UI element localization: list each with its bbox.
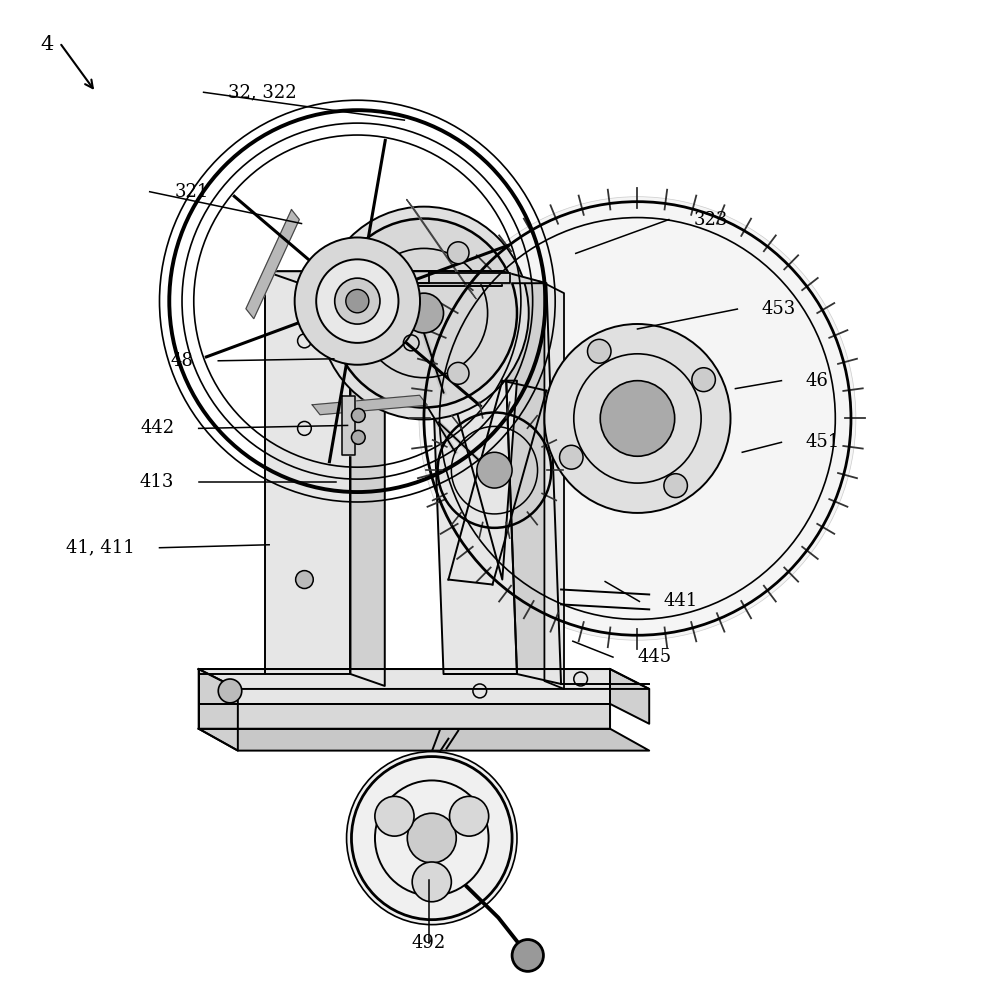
Polygon shape xyxy=(199,669,610,704)
Circle shape xyxy=(295,237,420,365)
Polygon shape xyxy=(312,395,427,415)
Polygon shape xyxy=(351,271,547,283)
Polygon shape xyxy=(246,210,299,319)
Text: 442: 442 xyxy=(140,419,174,437)
Text: 451: 451 xyxy=(806,433,840,451)
Circle shape xyxy=(512,940,544,971)
Polygon shape xyxy=(199,729,649,751)
Text: 441: 441 xyxy=(664,592,698,610)
Circle shape xyxy=(219,679,241,703)
Text: 445: 445 xyxy=(637,648,672,666)
Polygon shape xyxy=(199,669,237,751)
Circle shape xyxy=(600,381,675,456)
Circle shape xyxy=(352,409,365,422)
Circle shape xyxy=(405,293,443,333)
Circle shape xyxy=(375,796,414,836)
Circle shape xyxy=(345,302,366,324)
Circle shape xyxy=(296,571,313,589)
Polygon shape xyxy=(199,704,610,729)
Circle shape xyxy=(477,452,512,488)
Circle shape xyxy=(559,445,583,469)
Text: 46: 46 xyxy=(806,372,828,390)
Polygon shape xyxy=(545,283,564,689)
Polygon shape xyxy=(265,271,351,674)
Circle shape xyxy=(447,362,469,384)
Circle shape xyxy=(545,324,731,513)
Polygon shape xyxy=(351,271,385,686)
Polygon shape xyxy=(265,271,385,283)
Circle shape xyxy=(691,368,715,392)
Circle shape xyxy=(352,430,365,444)
Circle shape xyxy=(335,278,380,324)
Polygon shape xyxy=(199,669,649,689)
Polygon shape xyxy=(448,381,517,580)
Text: 453: 453 xyxy=(761,300,796,318)
Text: 323: 323 xyxy=(693,211,728,229)
Polygon shape xyxy=(407,199,476,299)
Circle shape xyxy=(319,207,529,419)
Text: 4: 4 xyxy=(40,35,53,54)
Circle shape xyxy=(331,219,517,408)
Polygon shape xyxy=(428,273,517,674)
Circle shape xyxy=(346,289,368,313)
Circle shape xyxy=(316,259,399,343)
Polygon shape xyxy=(428,273,510,283)
Text: 321: 321 xyxy=(174,183,209,201)
Polygon shape xyxy=(502,273,561,684)
Circle shape xyxy=(407,813,456,863)
Polygon shape xyxy=(610,669,649,724)
Text: 48: 48 xyxy=(170,352,194,370)
Polygon shape xyxy=(342,396,356,455)
Text: 413: 413 xyxy=(140,473,174,491)
Circle shape xyxy=(447,242,469,264)
Circle shape xyxy=(587,339,611,363)
Text: 41, 411: 41, 411 xyxy=(66,539,135,557)
Text: 32, 322: 32, 322 xyxy=(229,83,296,101)
Circle shape xyxy=(412,862,451,902)
Polygon shape xyxy=(351,271,502,286)
Circle shape xyxy=(664,474,688,498)
Text: 492: 492 xyxy=(412,934,446,952)
Circle shape xyxy=(419,197,856,640)
Circle shape xyxy=(347,752,517,925)
Circle shape xyxy=(449,796,489,836)
